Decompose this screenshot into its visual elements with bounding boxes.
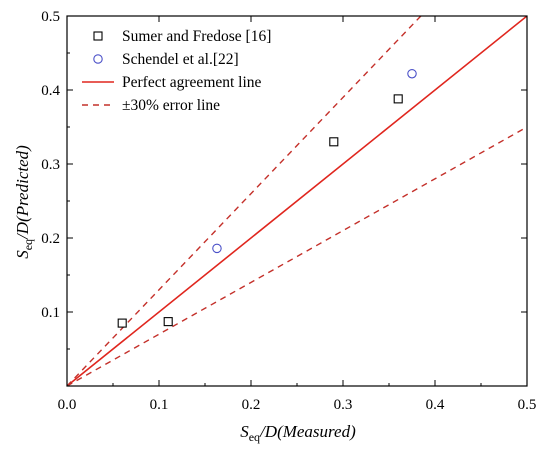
legend-error-line: ±30% error line bbox=[82, 97, 220, 114]
sumer-point bbox=[117, 318, 127, 328]
legend-sumer: Sumer and Fredose [16] bbox=[93, 28, 271, 45]
legend-label: Sumer and Fredose [16] bbox=[122, 28, 271, 45]
legend: Sumer and Fredose [16] Schendel et al.[22… bbox=[82, 28, 271, 114]
y-tick-label: 0.3 bbox=[41, 157, 60, 173]
legend-label: Perfect agreement line bbox=[122, 74, 262, 91]
y-tick-label: 0.5 bbox=[41, 9, 60, 25]
legend-circle-marker bbox=[93, 54, 103, 64]
x-tick-label: 0.3 bbox=[334, 397, 353, 413]
x-axis-label: Seq/D(Measured) bbox=[240, 422, 356, 444]
y-axis-label: Seq/D(Predicted) bbox=[13, 145, 35, 259]
x-tick-label: 0.1 bbox=[150, 397, 169, 413]
legend-perfect-line: Perfect agreement line bbox=[82, 74, 262, 91]
reference-lines bbox=[67, 16, 527, 386]
upper-error-line bbox=[67, 16, 422, 386]
x-tick-label: 0.2 bbox=[242, 397, 261, 413]
legend-square-marker bbox=[93, 31, 103, 41]
legend-label: ±30% error line bbox=[122, 97, 220, 114]
x-tick-label: 0.5 bbox=[518, 397, 537, 413]
data-points bbox=[117, 68, 417, 328]
schendel-point bbox=[407, 68, 417, 79]
y-tick-label: 0.2 bbox=[41, 231, 60, 247]
sumer-point bbox=[393, 94, 403, 104]
y-tick-label: 0.1 bbox=[41, 305, 60, 321]
y-tick-label: 0.4 bbox=[41, 83, 60, 99]
sumer-point bbox=[329, 137, 339, 147]
x-tick-label: 0.4 bbox=[426, 397, 445, 413]
perfect-agreement-line bbox=[67, 16, 527, 386]
axis-ticks: 0.0 0.1 0.2 0.3 0.4 0.5 0.1 0.2 0.3 0.4 0.5 bbox=[41, 9, 536, 413]
schendel-point bbox=[212, 243, 222, 254]
legend-label: Schendel et al.[22] bbox=[122, 51, 239, 68]
legend-schendel: Schendel et al.[22] bbox=[93, 51, 239, 68]
sumer-point bbox=[163, 317, 173, 327]
x-tick-label: 0.0 bbox=[58, 397, 77, 413]
